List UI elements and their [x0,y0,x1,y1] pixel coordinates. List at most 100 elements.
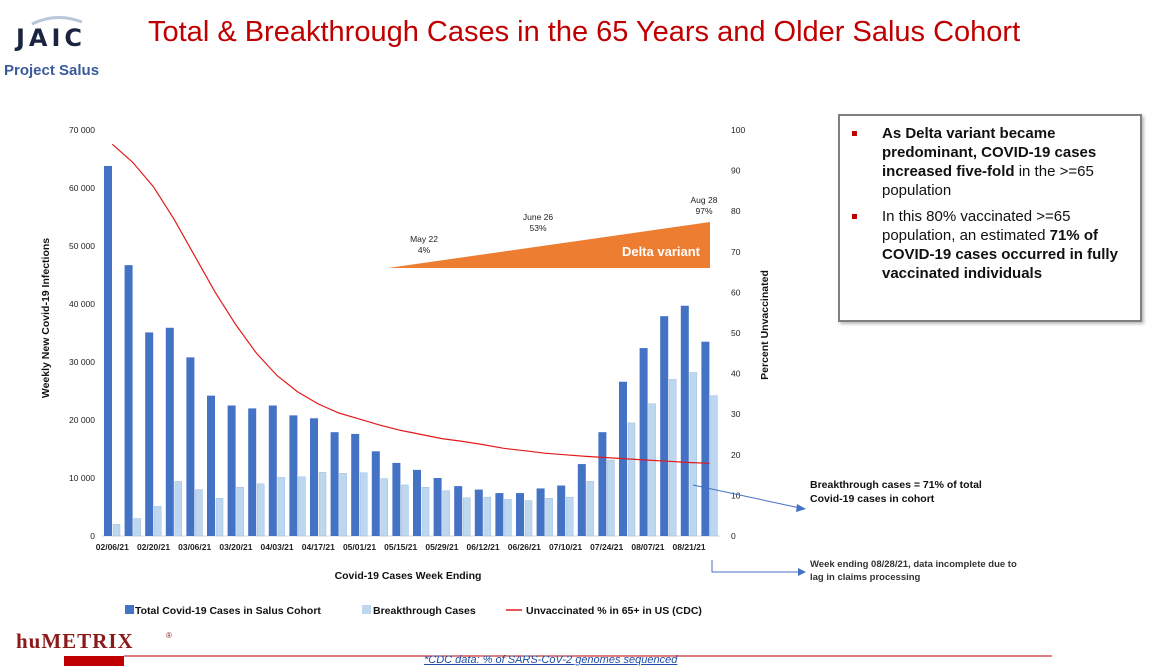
x-tick-label: 03/20/21 [219,542,252,552]
y-tick-label: 60 000 [69,183,95,193]
total-cases-bar [392,462,401,536]
total-cases-bar [186,357,195,536]
total-cases-bar [680,305,689,536]
delta-label: Delta variant [622,244,701,259]
total-cases-bar [227,405,236,536]
jaic-logo: JAIC [14,16,86,52]
humetrix-registered-mark: ® [166,631,172,640]
total-cases-bar [660,316,669,536]
delta-wedge [388,222,710,268]
total-cases-bar [351,433,360,536]
bullet-square-icon [852,214,857,219]
y-tick-label: 10 000 [69,473,95,483]
x-tick-label: 05/15/21 [384,542,417,552]
breakthrough-bar [689,372,698,537]
breakthrough-bar [215,498,224,537]
total-cases-bar [495,493,504,536]
delta-point-pct: 53% [529,223,546,233]
y2-tick-label: 0 [731,531,736,541]
total-cases-bar [474,489,483,536]
y-axis-label: Weekly New Covid-19 Infections [40,238,52,398]
y2-tick-label: 60 [731,287,741,297]
breakthrough-bar [524,500,533,537]
y2-tick-label: 50 [731,328,741,338]
y2-tick-label: 100 [731,125,745,135]
breakthrough-bar [153,506,162,537]
total-cases-bar [330,432,339,536]
breakthrough-bar [504,499,512,537]
y2-tick-label: 30 [731,409,741,419]
total-cases-bar [577,464,586,536]
key-findings-box: As Delta variant became predominant, COV… [838,114,1142,322]
chart-axes: 0 10 000 20 000 30 000 40 000 50 000 60 000 70 … [69,125,745,552]
breakthrough-bar [545,498,553,537]
breakthrough-bar [648,403,656,537]
delta-point-pct: 97% [695,206,712,216]
bullet-delta-rest: in the >=65 population [882,163,1094,199]
y2-axis-label: Percent Unvaccinated [759,270,771,380]
x-tick-label: 06/26/21 [508,542,541,552]
breakthrough-bar [380,478,389,537]
x-tick-label: 04/17/21 [302,542,335,552]
unvaccinated-line [111,143,710,464]
total-cases-bar [433,478,442,536]
total-cases-bar [310,418,318,536]
breakthrough-bar [421,487,430,537]
breakthrough-bar [339,473,347,537]
breakthrough-bar [318,471,327,537]
y2-tick-label: 40 [731,369,741,379]
breakthrough-arrow [692,484,801,509]
y-tick-label: 0 [90,531,95,541]
chart-legend: Total Covid-19 Cases in Salus Cohort Bre… [125,605,702,617]
breakthrough-bar [133,518,141,537]
x-tick-label: 04/03/21 [261,542,294,552]
breakthrough-bar [174,481,183,537]
unvaccinated-polyline [111,143,710,464]
breakthrough-bar [195,489,203,537]
x-tick-label: 07/24/21 [590,542,623,552]
breakthrough-bar [607,459,615,537]
breakthrough-bar [236,487,244,537]
total-cases-bar [165,327,174,536]
y-tick-label: 30 000 [69,357,95,367]
breakthrough-bar [298,476,306,537]
total-cases-bar [207,395,215,536]
logo-text: JAIC [14,24,86,52]
bullet-delta: As Delta variant became predominant, COV… [852,124,1130,200]
breakthrough-bar [277,477,286,537]
bullet-vaccinated-bold: 71% of COVID-19 cases occurred in fully … [882,227,1118,282]
x-tick-label: 07/10/21 [549,542,582,552]
x-axis-label: Covid-19 Cases Week Ending [335,570,482,582]
breakthrough-bar [586,481,595,537]
y2-tick-label: 10 [731,490,741,500]
y-tick-label: 40 000 [69,299,95,309]
breakthrough-arrowhead [796,504,806,512]
delta-point-pct: 4% [418,245,431,255]
delta-point-date: Aug 28 [691,195,718,205]
legend-breakthrough-swatch [362,605,371,614]
total-cases-bar [248,408,257,536]
x-tick-label: 06/12/21 [467,542,500,552]
page-title: Total & Breakthrough Cases in the 65 Yea… [148,16,1021,48]
y2-tick-label: 70 [731,247,741,257]
y-tick-label: 20 000 [69,415,95,425]
delta-annotation: Delta variant [388,222,710,268]
total-cases-bar [289,415,298,536]
y2-tick-label: 80 [731,206,741,216]
total-cases-bar [104,165,112,536]
x-tick-label: 03/06/21 [178,542,211,552]
cdc-footnote: *CDC data: % of SARS-CoV-2 genomes seque… [424,654,678,666]
breakthrough-bar [483,496,492,537]
x-tick-label: 08/21/21 [673,542,706,552]
y2-tick-label: 20 [731,450,741,460]
total-cases-bar [598,432,607,536]
breakthrough-bar [401,484,409,537]
legend-total-swatch [125,605,134,614]
breakthrough-bar [442,490,450,537]
total-cases-bar [454,486,463,536]
total-cases-bar [536,488,545,536]
humetrix-logo-text: huMETRIX [16,629,134,653]
total-cases-bar [268,405,277,536]
breakthrough-bar [565,496,574,537]
breakthrough-bar [627,422,636,537]
